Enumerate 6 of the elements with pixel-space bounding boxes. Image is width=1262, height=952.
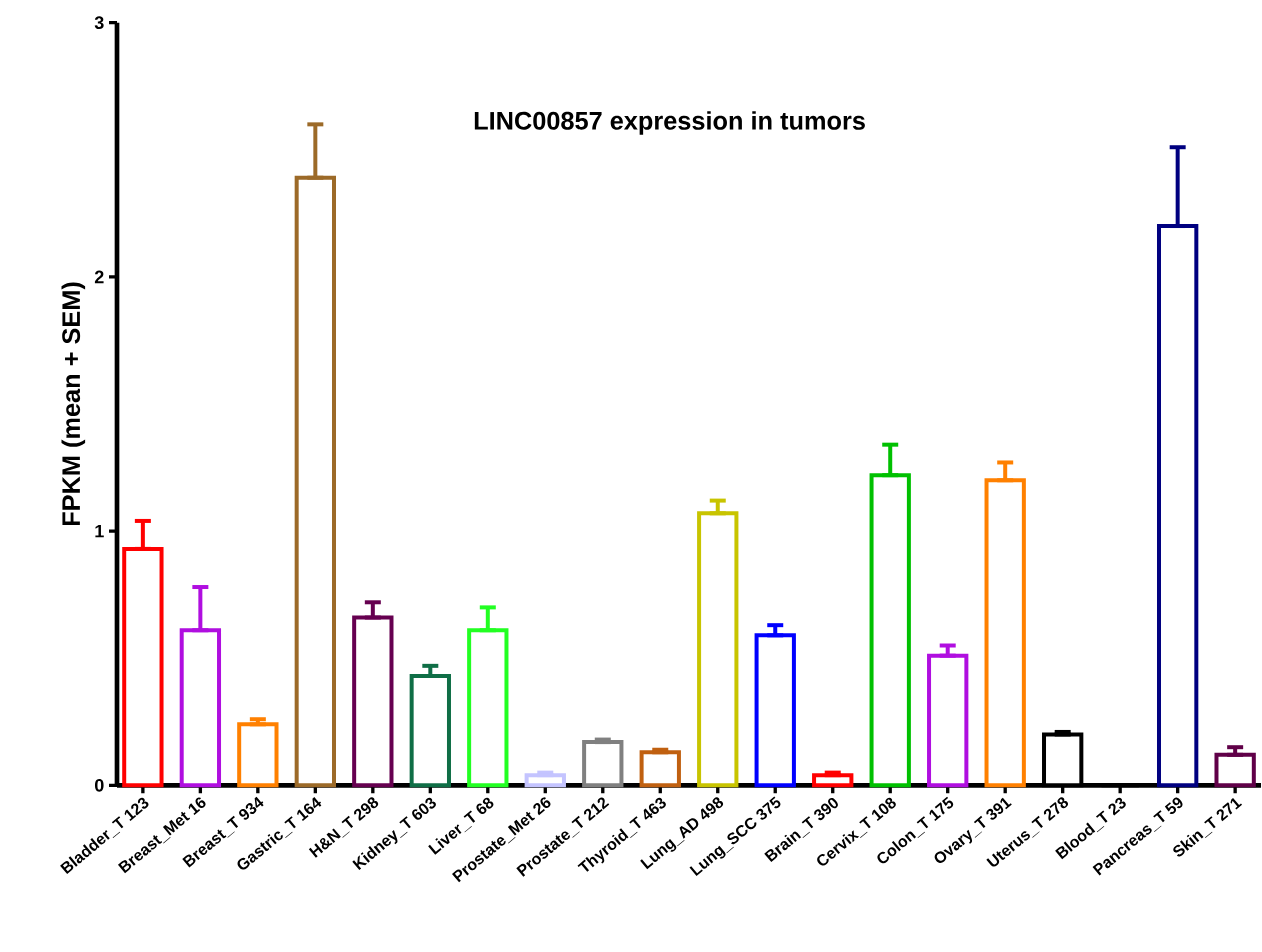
y-tick-label: 1 xyxy=(95,524,104,538)
text: LINC00857 expression in tumors xyxy=(474,111,865,135)
y-tick-label: 3 xyxy=(94,16,104,30)
y-tick-label: 0 xyxy=(94,778,104,792)
y-tick-label: 2 xyxy=(94,270,104,284)
y-axis-title: FPKM (mean + SEM) xyxy=(61,282,86,526)
